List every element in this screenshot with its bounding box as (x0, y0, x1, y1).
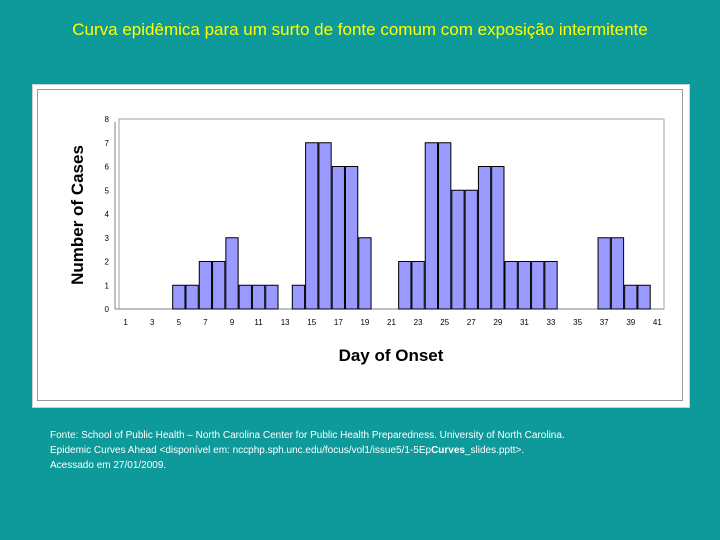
x-tick-label: 13 (281, 318, 290, 327)
x-tick-label: 3 (150, 318, 155, 327)
y-tick-label: 3 (105, 234, 110, 243)
x-tick-label: 31 (520, 318, 529, 327)
bar (398, 261, 412, 310)
bar (172, 284, 186, 310)
y-axis-label: Number of Cases (68, 145, 87, 285)
x-tick-label: 7 (203, 318, 208, 327)
source-note: Fonte: School of Public Health – North C… (50, 428, 690, 473)
bar (610, 237, 625, 310)
x-tick-label: 25 (440, 318, 449, 327)
source-line-2-prefix: Epidemic Curves Ahead <disponível em: nc… (50, 445, 432, 456)
y-tick-label: 0 (105, 305, 110, 314)
x-tick-label: 21 (387, 318, 396, 327)
bar (544, 261, 558, 310)
bar (451, 189, 465, 310)
source-line-2: Epidemic Curves Ahead <disponível em: nc… (50, 443, 690, 458)
bar (318, 142, 332, 310)
x-tick-label: 19 (360, 318, 369, 327)
bar (331, 166, 345, 310)
bar (624, 284, 638, 310)
bar (477, 166, 492, 310)
bar (251, 284, 266, 310)
x-tick-label: 1 (123, 318, 128, 327)
bar (291, 284, 306, 310)
x-tick-label: 33 (547, 318, 556, 327)
bar (597, 237, 611, 310)
x-tick-label: 23 (414, 318, 423, 327)
bar (464, 189, 478, 310)
x-tick-label: 15 (307, 318, 316, 327)
y-tick-label: 5 (105, 186, 110, 195)
bar (491, 166, 505, 310)
source-line-3: Acessado em 27/01/2009. (50, 460, 167, 471)
bar (212, 261, 226, 310)
x-tick-label: 39 (626, 318, 635, 327)
bar (424, 142, 439, 310)
bar (265, 284, 279, 310)
y-tick-label: 1 (105, 281, 110, 290)
bar (225, 237, 239, 310)
bar (411, 261, 425, 310)
bar (185, 284, 199, 310)
bar (504, 261, 518, 310)
x-axis-label: Day of Onset (339, 346, 444, 365)
source-line-1: Fonte: School of Public Health – North C… (50, 430, 565, 441)
bar (358, 237, 372, 310)
y-tick-label: 4 (105, 210, 110, 219)
slide-title: Curva epidêmica para um surto de fonte c… (72, 20, 648, 39)
x-tick-label: 37 (600, 318, 609, 327)
x-tick-label: 17 (334, 318, 343, 327)
source-line-2-bold: Curves (431, 445, 465, 456)
chart-border (37, 89, 683, 401)
y-tick-label: 7 (105, 139, 110, 148)
bar (517, 261, 532, 310)
x-tick-label: 41 (653, 318, 662, 327)
y-tick-label: 6 (105, 163, 110, 172)
x-tick-label: 35 (573, 318, 582, 327)
bar (438, 142, 452, 310)
x-tick-label: 9 (230, 318, 235, 327)
y-tick-label: 8 (105, 115, 110, 124)
bar (531, 261, 545, 310)
y-tick-label: 2 (105, 258, 110, 267)
x-tick-label: 27 (467, 318, 476, 327)
source-line-2-suffix: _slides.pptt>. (464, 445, 525, 456)
x-tick-label: 5 (177, 318, 182, 327)
chart-frame: 0 1 2 3 4 5 6 7 8 1 3 5 7 9 11 13 15 17 19 21 23 25 27 29 31 33 35… (32, 84, 690, 408)
bar (637, 284, 651, 310)
bar (305, 142, 319, 310)
bar (198, 261, 213, 310)
bar (238, 284, 252, 310)
x-tick-label: 29 (493, 318, 502, 327)
x-tick-label: 11 (254, 318, 263, 327)
bar (344, 166, 359, 310)
